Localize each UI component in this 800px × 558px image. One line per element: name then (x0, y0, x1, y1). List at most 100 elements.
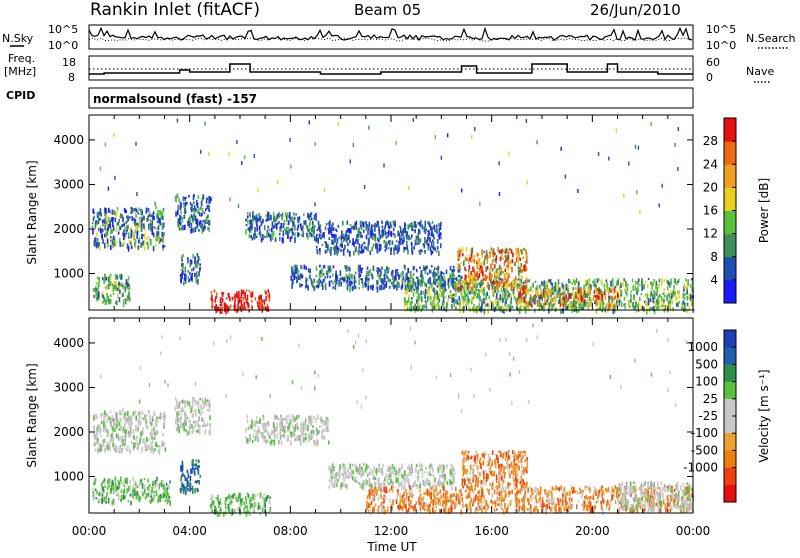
heat-cell (417, 279, 419, 283)
heat-cell (185, 212, 187, 214)
heat-cell (301, 267, 303, 270)
heat-cell (389, 474, 391, 478)
heat-cell (206, 199, 208, 204)
heat-cell (358, 279, 360, 285)
heat-cell (474, 292, 476, 295)
heat-cell (197, 256, 199, 258)
heat-cell (265, 296, 267, 301)
heat-cell (522, 257, 524, 259)
heat-cell (436, 484, 438, 486)
heat-cell (344, 464, 346, 469)
heat-cell (144, 485, 146, 490)
heat-cell (113, 289, 115, 292)
heat-cell (136, 209, 138, 212)
heat-cell (481, 309, 483, 313)
heat-cell (393, 228, 395, 231)
heat-cell (192, 488, 194, 494)
heat-cell (411, 297, 413, 300)
heat-cell (550, 289, 552, 292)
heat-cell (427, 267, 429, 269)
heat-cell (399, 233, 401, 236)
heat-cell (105, 224, 107, 229)
heat-cell (258, 426, 260, 430)
heat-cell (462, 247, 464, 252)
heat-cell (161, 223, 163, 226)
heat-cell (349, 287, 351, 293)
heat-cell (207, 423, 209, 427)
heat-cell (316, 266, 318, 271)
heat-cell (335, 229, 337, 231)
heat-cell (310, 415, 312, 420)
heat-cell (415, 282, 417, 287)
heat-cell (297, 217, 299, 223)
heat-cell (360, 471, 362, 473)
heat-cell (130, 233, 132, 239)
heat-cell (382, 280, 384, 285)
heat-cell (371, 247, 373, 251)
heat-cell (120, 226, 122, 230)
heat-cell (277, 180, 278, 184)
heat-cell (122, 232, 124, 236)
heat-cell (471, 296, 473, 302)
heat-cell (140, 244, 142, 248)
heat-cell (315, 217, 317, 221)
heat-cell (486, 255, 488, 259)
heat-cell (99, 431, 101, 434)
heat-cell (256, 420, 258, 424)
heat-cell (235, 495, 237, 500)
heat-cell (392, 241, 394, 245)
heat-cell (339, 464, 341, 469)
heat-cell (367, 286, 369, 291)
heat-cell (152, 215, 154, 220)
heat-cell (538, 302, 540, 307)
heat-cell (276, 422, 278, 426)
heat-cell (355, 286, 357, 290)
heat-cell (128, 246, 130, 251)
heat-cell (340, 249, 342, 252)
heat-cell (204, 212, 206, 215)
heat-cell (148, 487, 150, 493)
heat-cell (391, 231, 393, 237)
heat-cell (439, 278, 441, 281)
heat-cell (509, 306, 511, 312)
heat-cell (590, 299, 592, 304)
heat-cell (663, 279, 665, 282)
heat-cell (135, 232, 137, 234)
heat-cell (123, 495, 125, 497)
heat-cell (331, 479, 333, 484)
heat-cell (281, 421, 283, 424)
heat-cell (152, 439, 154, 445)
heat-cell (176, 427, 178, 431)
heat-cell (119, 290, 121, 294)
heat-cell (192, 402, 194, 408)
heat-cell (352, 464, 354, 466)
heat-cell (188, 431, 190, 435)
heat-cell (267, 230, 269, 234)
heat-cell (544, 292, 546, 297)
heat-cell (110, 294, 112, 297)
heat-cell (209, 407, 211, 412)
heat-cell (125, 492, 127, 495)
heat-cell (250, 222, 252, 227)
heat-cell (337, 238, 339, 243)
heat-cell (357, 250, 359, 252)
heat-cell (504, 260, 506, 262)
heat-cell (507, 290, 509, 293)
heat-cell (116, 447, 118, 451)
heat-cell (435, 296, 437, 300)
heat-cell (419, 484, 421, 488)
heat-cell (437, 246, 439, 250)
heat-cell (264, 300, 266, 305)
heat-cell (492, 259, 494, 261)
heat-cell (211, 291, 213, 294)
heat-cell (202, 195, 204, 198)
heat-cell (222, 294, 224, 297)
heat-cell (98, 291, 100, 297)
heat-cell (297, 271, 299, 276)
heat-cell (360, 221, 362, 226)
heat-cell (508, 152, 509, 156)
heat-cell (606, 302, 608, 305)
heat-cell (478, 303, 480, 309)
heat-cell (329, 237, 331, 240)
heat-cell (188, 276, 190, 280)
